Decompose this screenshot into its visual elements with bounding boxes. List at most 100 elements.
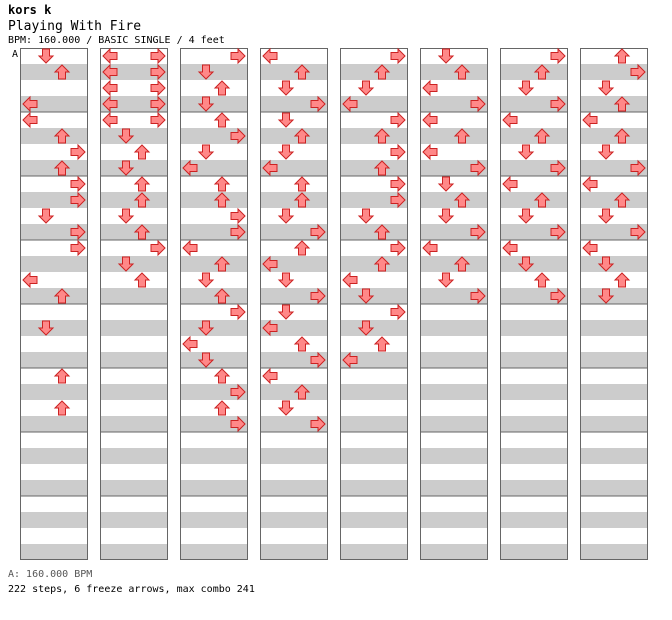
beat-band xyxy=(20,368,88,384)
beat-band xyxy=(420,464,488,480)
beat-band xyxy=(340,512,408,528)
beat-band xyxy=(100,352,168,368)
beat-band xyxy=(580,144,648,160)
beat-band xyxy=(20,64,88,80)
beat-band xyxy=(100,176,168,192)
beat-band xyxy=(100,224,168,240)
beat-band xyxy=(20,512,88,528)
beat-band xyxy=(180,448,248,464)
beat-band xyxy=(420,384,488,400)
beat-band xyxy=(20,464,88,480)
beat-band xyxy=(260,480,328,496)
beat-band xyxy=(180,80,248,96)
beat-band xyxy=(340,368,408,384)
beat-band xyxy=(100,160,168,176)
beat-band xyxy=(340,320,408,336)
beat-band xyxy=(100,320,168,336)
beat-band xyxy=(500,64,568,80)
beat-band xyxy=(260,464,328,480)
beat-band xyxy=(580,416,648,432)
beat-band xyxy=(20,80,88,96)
bpm-marker-label: A xyxy=(12,49,18,60)
beat-band xyxy=(420,320,488,336)
beat-band xyxy=(500,544,568,560)
column-border xyxy=(100,48,168,560)
column-border xyxy=(20,48,88,560)
beat-band xyxy=(420,512,488,528)
beat-band xyxy=(340,384,408,400)
beat-band xyxy=(180,320,248,336)
beat-band xyxy=(260,192,328,208)
beat-band xyxy=(100,384,168,400)
beat-band xyxy=(20,400,88,416)
beat-band xyxy=(580,400,648,416)
beat-band xyxy=(340,224,408,240)
beat-band xyxy=(20,384,88,400)
beat-band xyxy=(180,288,248,304)
beat-band xyxy=(420,48,488,64)
beat-band xyxy=(580,528,648,544)
beat-band xyxy=(340,416,408,432)
beat-band xyxy=(20,160,88,176)
beat-band xyxy=(180,464,248,480)
beat-band xyxy=(100,208,168,224)
beat-band xyxy=(500,80,568,96)
beat-band xyxy=(420,64,488,80)
beat-band xyxy=(500,448,568,464)
beat-band xyxy=(580,80,648,96)
beat-band xyxy=(500,256,568,272)
beat-band xyxy=(260,80,328,96)
beat-band xyxy=(580,128,648,144)
beat-band xyxy=(340,128,408,144)
beat-band xyxy=(500,416,568,432)
beat-band xyxy=(580,368,648,384)
column-border xyxy=(180,48,248,560)
beat-band xyxy=(260,448,328,464)
beat-band xyxy=(580,432,648,448)
beat-band xyxy=(580,336,648,352)
beat-band xyxy=(180,112,248,128)
beat-band xyxy=(340,336,408,352)
beat-band xyxy=(100,128,168,144)
beat-band xyxy=(340,528,408,544)
beat-band xyxy=(420,256,488,272)
beat-band xyxy=(260,128,328,144)
beat-band xyxy=(100,336,168,352)
beat-band xyxy=(100,304,168,320)
beat-band xyxy=(340,448,408,464)
beat-band xyxy=(500,528,568,544)
chart-column xyxy=(100,48,168,560)
beat-band xyxy=(180,528,248,544)
beat-band xyxy=(420,416,488,432)
column-border xyxy=(500,48,568,560)
beat-band xyxy=(20,304,88,320)
beat-band xyxy=(500,352,568,368)
beat-band xyxy=(340,400,408,416)
beat-band xyxy=(420,368,488,384)
beat-band xyxy=(420,336,488,352)
bpm-legend: A: 160.000 BPM xyxy=(8,569,93,580)
column-border xyxy=(580,48,648,560)
beat-band xyxy=(580,448,648,464)
beat-band xyxy=(260,336,328,352)
beat-band xyxy=(500,480,568,496)
song-title: Playing With Fire xyxy=(8,19,142,34)
beat-band xyxy=(500,272,568,288)
beat-band xyxy=(580,352,648,368)
beat-band xyxy=(180,272,248,288)
column-border xyxy=(420,48,488,560)
beat-band xyxy=(420,448,488,464)
beat-band xyxy=(420,272,488,288)
beat-band xyxy=(340,544,408,560)
beat-band xyxy=(100,416,168,432)
chart-column xyxy=(260,48,328,560)
beat-band xyxy=(100,400,168,416)
beat-band xyxy=(580,496,648,512)
beat-band xyxy=(260,528,328,544)
beat-band xyxy=(500,304,568,320)
beat-band xyxy=(180,352,248,368)
beat-band xyxy=(260,144,328,160)
beat-band xyxy=(100,368,168,384)
beat-band xyxy=(340,80,408,96)
